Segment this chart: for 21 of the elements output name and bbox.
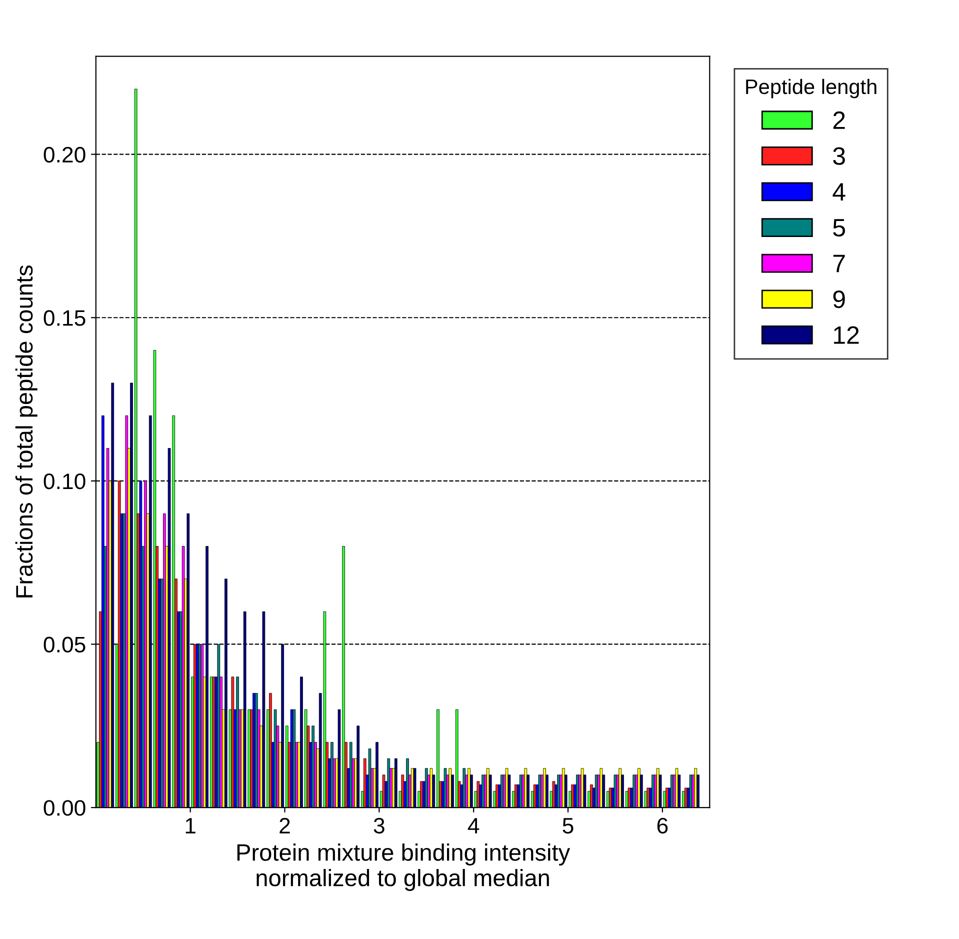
x-axis-title: Protein mixture binding intensity normalized to global median xyxy=(237,844,570,891)
x-tick-label: 6 xyxy=(657,818,668,834)
x-tick-label: 4 xyxy=(468,818,480,834)
x-tick-label: 3 xyxy=(374,818,384,834)
y-tick-label: 0.10 xyxy=(44,473,86,490)
legend-label: 7 xyxy=(833,254,845,272)
y-tick-label: 0.05 xyxy=(44,636,86,653)
y-tick-label: 0.15 xyxy=(44,310,86,326)
y-tick-label: 0.00 xyxy=(44,800,86,816)
x-tick-label: 1 xyxy=(186,818,196,834)
legend-label: 12 xyxy=(834,326,859,344)
legend-label: 9 xyxy=(833,290,845,308)
legend-title: Peptide length xyxy=(746,78,876,98)
y-tick-label: 0.20 xyxy=(44,146,86,163)
y-axis-title: Fractions of total peptide counts xyxy=(15,265,38,598)
legend-label: 3 xyxy=(833,147,845,165)
legend-label: 4 xyxy=(832,183,846,200)
x-tick-label: 2 xyxy=(280,818,290,834)
legend-label: 5 xyxy=(833,219,845,237)
x-tick-label: 5 xyxy=(562,818,574,834)
legend-label: 2 xyxy=(833,111,845,129)
